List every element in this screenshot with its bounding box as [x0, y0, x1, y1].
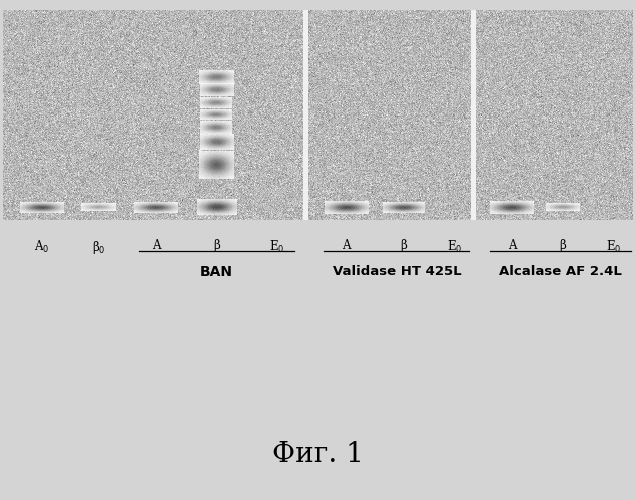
Text: Validase HT 425L: Validase HT 425L	[333, 265, 461, 278]
Text: β$_0$: β$_0$	[92, 239, 106, 256]
Text: Alcalase AF 2.4L: Alcalase AF 2.4L	[499, 265, 622, 278]
Bar	[303, 10, 308, 220]
Text: A: A	[342, 239, 351, 252]
Text: A$_0$: A$_0$	[34, 239, 49, 255]
Text: BAN: BAN	[200, 265, 233, 279]
Text: β: β	[560, 239, 566, 252]
Text: E$_0$: E$_0$	[269, 239, 284, 255]
Text: E$_0$: E$_0$	[447, 239, 462, 255]
Text: A: A	[151, 239, 160, 252]
Text: Фиг. 1: Фиг. 1	[272, 442, 364, 468]
Text: E$_0$: E$_0$	[606, 239, 621, 255]
Bar	[471, 10, 476, 220]
Text: β: β	[213, 239, 219, 252]
Text: β: β	[401, 239, 407, 252]
Text: A: A	[508, 239, 516, 252]
